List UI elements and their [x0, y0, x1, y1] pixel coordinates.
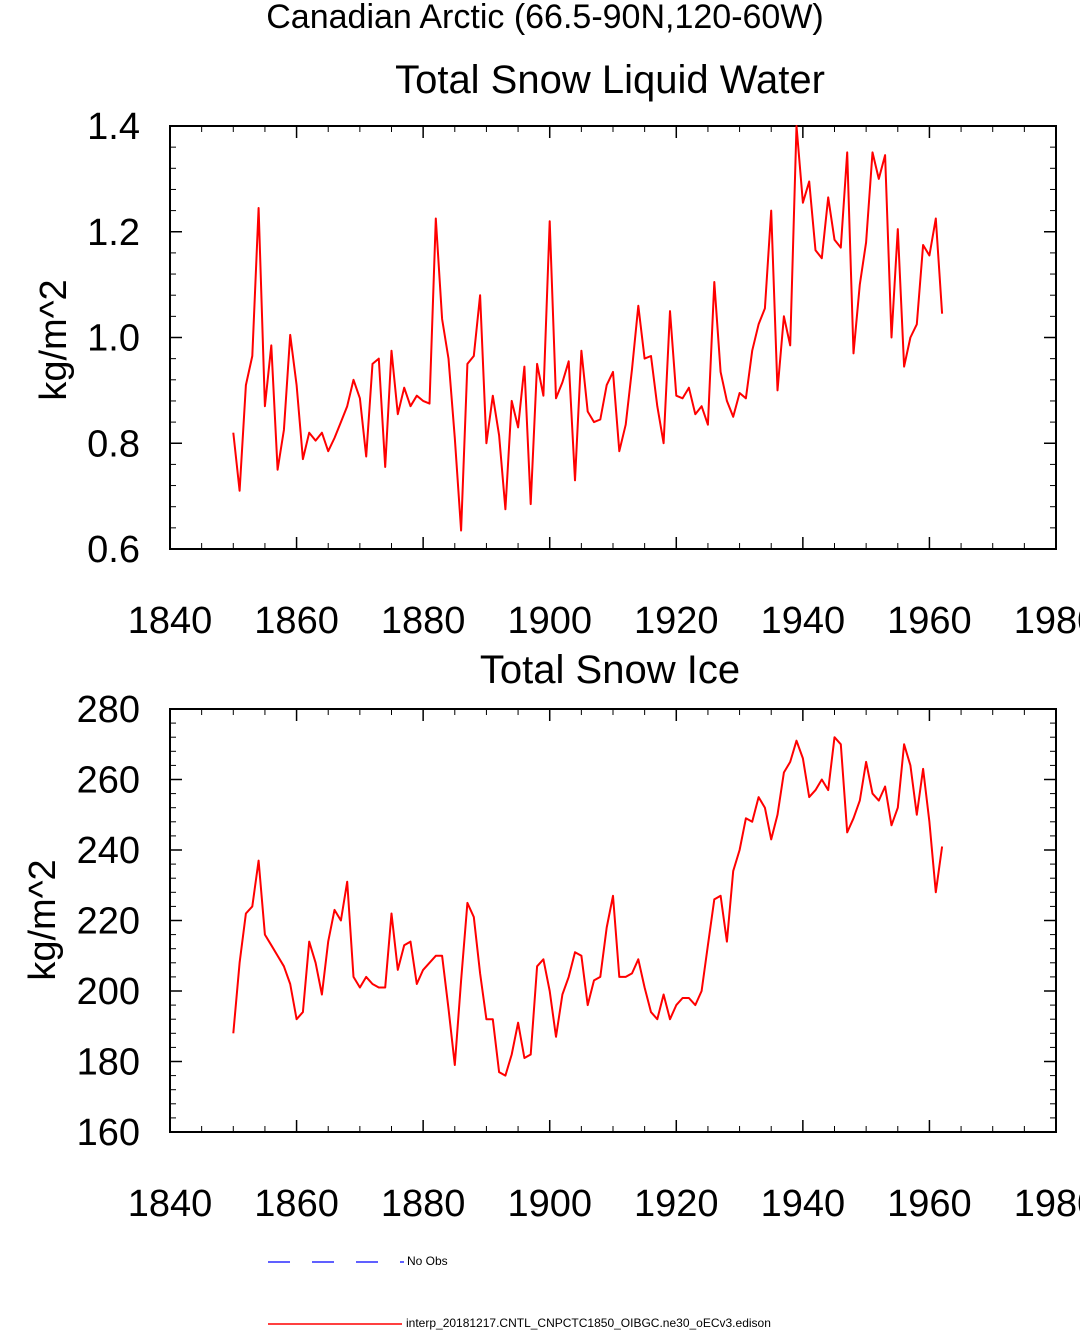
x-tick-label: 1960 — [887, 1183, 972, 1225]
y-tick-label: 0.8 — [87, 423, 140, 465]
figure-suptitle: Canadian Arctic (66.5-90N,120-60W) — [266, 0, 824, 36]
panel1-title: Total Snow Liquid Water — [395, 58, 825, 102]
series-line — [232, 736, 944, 1077]
x-tick-label: 1880 — [381, 1183, 466, 1225]
plot-frame — [169, 125, 1057, 550]
legend-label-model: interp_20181217.CNTL_CNPCTC1850_OIBGC.ne… — [406, 1316, 771, 1330]
x-tick-label: 1840 — [128, 600, 213, 642]
y-tick-label: 1.2 — [87, 212, 140, 254]
x-tick-label: 1860 — [254, 1183, 339, 1225]
series-line — [232, 125, 944, 532]
y-tick-label: 240 — [77, 830, 140, 872]
y-tick-label: 0.6 — [87, 529, 140, 571]
y-tick-label: 200 — [77, 971, 140, 1013]
x-tick-label: 1920 — [634, 600, 719, 642]
y-tick-label: 1.4 — [87, 106, 140, 148]
legend — [268, 1261, 404, 1325]
y-tick-label: 220 — [77, 901, 140, 943]
x-tick-label: 1960 — [887, 600, 972, 642]
y-tick-label: 1.0 — [87, 318, 140, 360]
x-tick-label: 1940 — [761, 600, 846, 642]
x-tick-label: 1920 — [634, 1183, 719, 1225]
y-tick-label: 160 — [77, 1112, 140, 1154]
x-tick-label: 1880 — [381, 600, 466, 642]
y-tick-label: 180 — [77, 1042, 140, 1084]
panel2-title: Total Snow Ice — [479, 648, 741, 692]
x-tick-label: 1900 — [507, 600, 592, 642]
x-tick-label: 1860 — [254, 600, 339, 642]
y-tick-label: 260 — [77, 760, 140, 802]
x-tick-label: 1840 — [128, 1183, 213, 1225]
x-tick-label: 1900 — [507, 1183, 592, 1225]
legend-label-no-obs: No Obs — [407, 1254, 448, 1268]
y-tick-label: 280 — [77, 689, 140, 731]
x-tick-label: 1940 — [761, 1183, 846, 1225]
